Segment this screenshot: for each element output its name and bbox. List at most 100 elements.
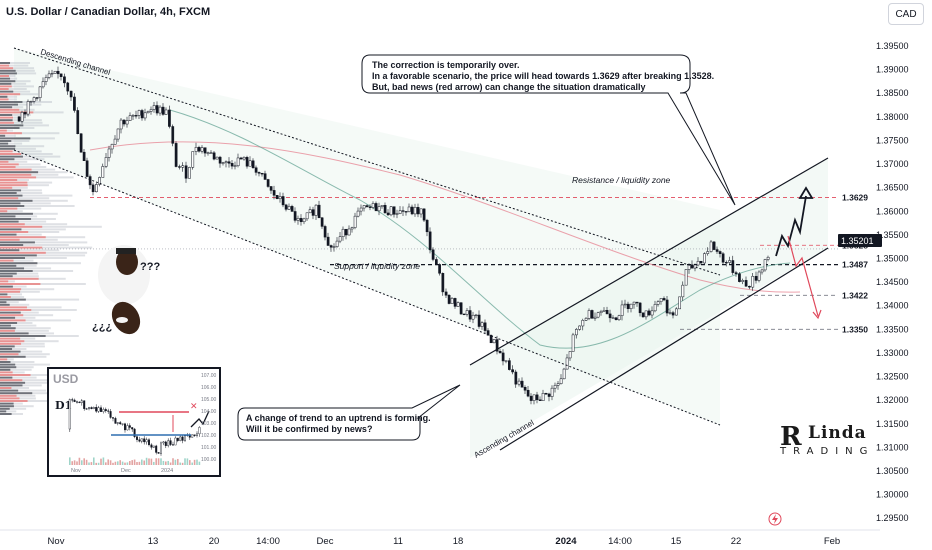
inset-volume-bar	[126, 462, 129, 465]
volume-profile-bar-core	[0, 212, 33, 215]
candle-body	[486, 330, 490, 336]
inset-volume-bar	[184, 458, 186, 465]
inset-y-tick-label: 101.00	[201, 445, 217, 451]
volume-profile	[0, 62, 102, 415]
inset-candle-body	[85, 408, 88, 410]
x-tick-label: 13	[148, 536, 159, 547]
candle-body	[311, 209, 315, 216]
inset-volume-bar	[167, 460, 169, 465]
candle-body	[275, 195, 279, 200]
candle-body	[665, 299, 669, 314]
candle-body	[489, 334, 493, 344]
candle-body	[17, 116, 21, 122]
candle-body	[329, 245, 333, 248]
candle-body	[623, 303, 627, 306]
candle-body	[35, 97, 39, 99]
candle-body	[79, 133, 83, 153]
volume-profile-bar-core	[0, 88, 9, 90]
volume-profile-bar	[0, 293, 22, 296]
volume-profile-bar	[0, 340, 59, 343]
volume-profile-bar-core	[0, 150, 13, 153]
candle-body	[101, 166, 105, 178]
y-tick-label: 1.33000	[876, 348, 909, 358]
inset-candle-body	[174, 437, 177, 446]
candle-body	[647, 310, 651, 316]
volume-profile-bar	[0, 121, 43, 124]
candle-body	[38, 86, 42, 98]
inset-volume-bar	[119, 460, 121, 465]
volume-profile-bar-core	[0, 168, 32, 171]
x-tick-label: 14:00	[608, 536, 632, 547]
volume-profile-bar-core	[0, 233, 17, 236]
candle-body	[477, 314, 481, 327]
y-axis-ticks: 1.39500 1.39000 1.38500 1.38000 1.37500 1.370…	[876, 41, 909, 523]
candle-body	[383, 205, 387, 214]
candle-body	[188, 167, 191, 179]
y-tick-label: 1.36000	[876, 206, 909, 216]
volume-profile-bar-core	[0, 147, 16, 150]
inset-volume-bar	[69, 457, 71, 465]
candle-body	[706, 251, 710, 254]
inset-candle-body	[114, 418, 117, 424]
inset-candle-body	[119, 422, 122, 425]
volume-profile-bar	[0, 228, 66, 231]
volume-profile-bar	[0, 158, 45, 161]
inset-volume-bar	[177, 458, 179, 465]
volume-profile-bar-core	[0, 75, 10, 77]
candle-body	[200, 147, 204, 152]
lightning-bolt-icon	[772, 514, 778, 524]
candle-body	[296, 218, 300, 221]
candle-body	[748, 285, 751, 288]
inset-volume-bar	[196, 459, 198, 465]
candle-body	[644, 310, 648, 318]
candle-body	[693, 264, 697, 269]
candle-body	[335, 240, 339, 247]
volume-profile-bar	[0, 389, 47, 392]
volume-profile-bar-core	[0, 103, 18, 106]
candle-body	[556, 383, 560, 386]
volume-profile-bar	[0, 192, 43, 194]
inset-volume-bar	[179, 462, 181, 465]
candle-body	[119, 119, 123, 130]
callout-top-text: The correction is temporarily over. In a…	[372, 60, 714, 93]
volume-profile-bar-core	[0, 181, 28, 184]
inset-volume-bar	[165, 461, 167, 465]
volume-profile-bar	[0, 62, 30, 64]
volume-profile-bar	[0, 262, 81, 265]
volume-profile-bar	[0, 85, 34, 88]
x-tick-label: 11	[393, 536, 403, 547]
inset-candle-body	[104, 409, 107, 412]
candle-body	[218, 156, 222, 164]
inset-candle-body	[191, 434, 194, 438]
volume-profile-bar	[0, 368, 32, 371]
volume-profile-bar-core	[0, 350, 21, 353]
candle-body	[168, 109, 171, 127]
currency-button[interactable]: CAD	[888, 3, 924, 25]
y-tick-label: 1.31500	[876, 419, 909, 429]
inset-candle-body	[169, 440, 172, 445]
volume-profile-bar-core	[0, 197, 19, 200]
inset-volume-bar	[160, 458, 162, 465]
candle-body	[675, 308, 678, 316]
candle-body	[266, 179, 270, 187]
inset-volume-bar	[172, 458, 174, 465]
candle-body	[559, 378, 563, 384]
candle-body	[344, 228, 348, 236]
inset-candle-body	[128, 425, 131, 428]
inset-candle-body	[131, 427, 134, 430]
volume-profile-bar	[0, 202, 51, 205]
volume-profile-bar	[0, 298, 80, 301]
volume-profile-bar	[0, 285, 27, 288]
candle-body	[483, 322, 487, 331]
logo-initial: R	[780, 422, 802, 452]
volume-profile-bar-core	[0, 267, 25, 270]
inset-volume-bar	[93, 457, 95, 465]
volume-profile-bar-core	[0, 194, 23, 197]
volume-profile-bar	[0, 142, 23, 145]
candle-body	[131, 115, 135, 117]
logo-name: Linda	[808, 423, 867, 443]
candle-body	[641, 312, 645, 318]
volume-profile-bar	[0, 381, 69, 384]
candle-body	[26, 101, 30, 115]
